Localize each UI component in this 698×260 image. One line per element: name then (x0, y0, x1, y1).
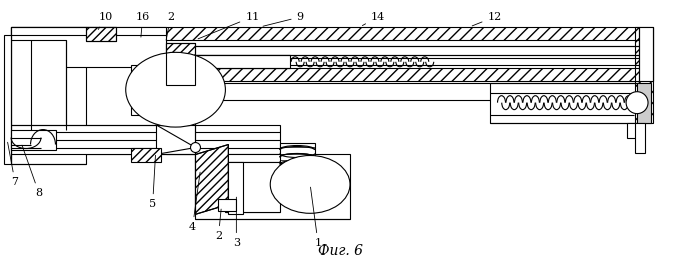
Text: 4: 4 (189, 172, 200, 232)
Circle shape (626, 92, 648, 114)
Text: 5: 5 (149, 155, 156, 209)
Bar (218, 199, 237, 211)
Polygon shape (11, 129, 56, 149)
Polygon shape (11, 27, 165, 35)
Bar (165, 27, 639, 40)
Ellipse shape (270, 155, 350, 213)
Polygon shape (11, 35, 165, 154)
Bar (637, 83, 651, 123)
Text: 11: 11 (198, 12, 260, 39)
Polygon shape (11, 27, 86, 165)
Text: 14: 14 (362, 12, 385, 25)
Bar (489, 83, 639, 123)
Bar (635, 27, 653, 123)
Polygon shape (156, 125, 195, 154)
Polygon shape (195, 145, 228, 214)
Polygon shape (4, 35, 11, 165)
Text: 12: 12 (472, 12, 502, 26)
Text: 10: 10 (98, 12, 113, 30)
Text: 16: 16 (135, 12, 150, 37)
Text: 2: 2 (166, 12, 174, 40)
Bar (635, 123, 645, 153)
Circle shape (191, 142, 200, 153)
Bar (131, 65, 151, 115)
Bar (86, 27, 116, 41)
Bar (280, 142, 315, 202)
Bar (131, 147, 161, 162)
Bar (165, 68, 639, 81)
Text: 3: 3 (233, 197, 240, 248)
Text: 8: 8 (22, 145, 43, 198)
Bar (639, 27, 653, 81)
Text: 9: 9 (263, 12, 304, 26)
Text: 1: 1 (311, 187, 322, 248)
Bar (11, 40, 66, 129)
Bar (195, 154, 350, 219)
Bar (11, 125, 280, 154)
Bar (225, 162, 280, 212)
Text: 7: 7 (8, 142, 19, 187)
Bar (86, 27, 116, 41)
Text: Фиг. 6: Фиг. 6 (318, 244, 362, 258)
Bar (165, 43, 195, 85)
Bar (228, 162, 244, 214)
Text: 2: 2 (215, 209, 222, 241)
Bar (11, 27, 165, 67)
Bar (165, 55, 290, 68)
Bar (165, 43, 195, 85)
Bar (627, 123, 637, 138)
Ellipse shape (126, 52, 225, 127)
